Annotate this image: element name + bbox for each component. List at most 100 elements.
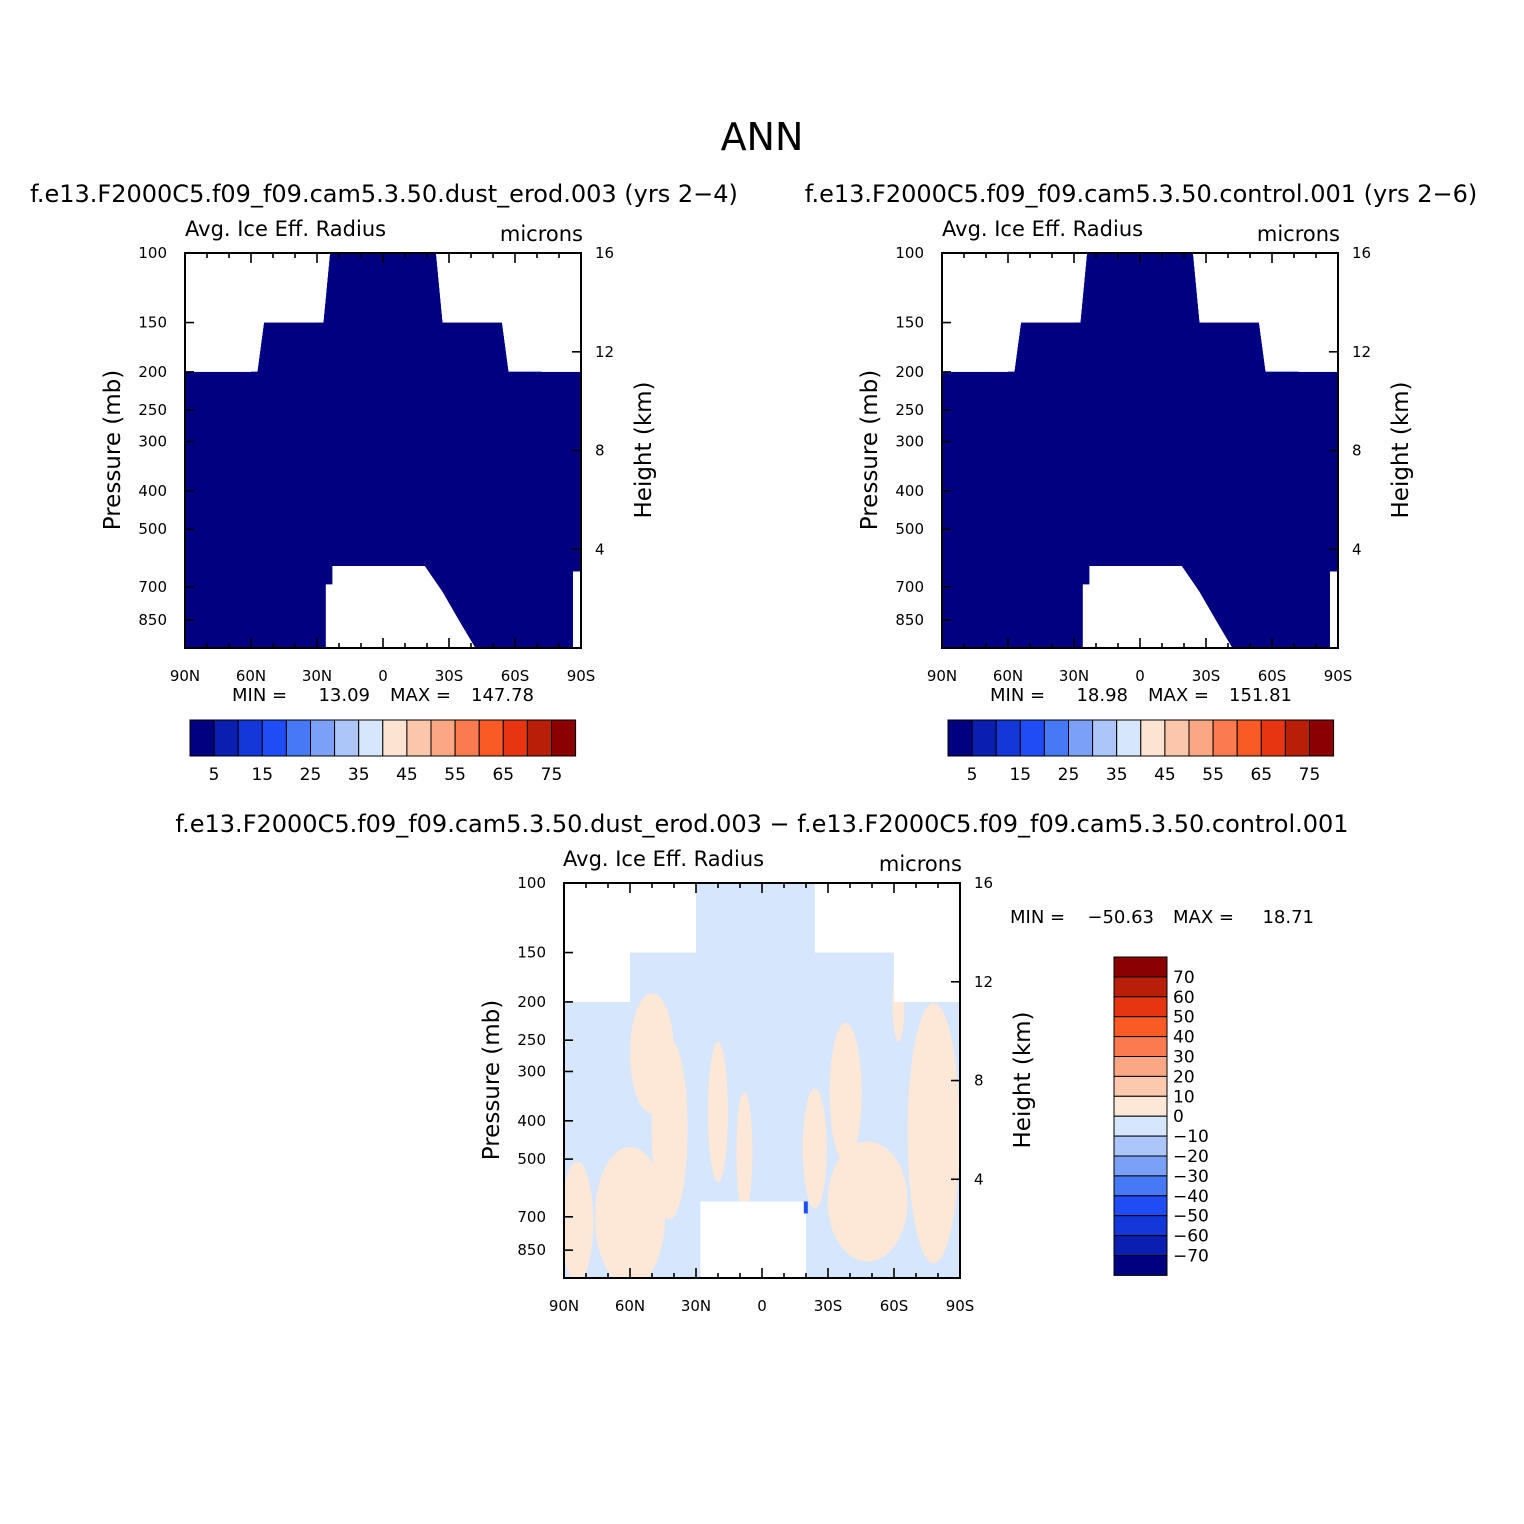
y-tick-label: 400 — [895, 482, 924, 500]
missing-data-mask — [325, 565, 476, 648]
colorbar-swatch — [1113, 1016, 1168, 1038]
y-axis-label: Pressure (mb) — [857, 370, 883, 530]
colorbar-swatch — [1113, 1235, 1168, 1256]
colorbar-swatch — [551, 719, 577, 757]
colorbar-swatch — [1113, 1215, 1168, 1237]
colorbar-swatch — [478, 719, 504, 757]
colorbar-swatch — [189, 719, 215, 757]
colorbar-swatch — [1113, 996, 1168, 1018]
y-tick-label: 400 — [138, 482, 167, 500]
colorbar-label: 45 — [1154, 765, 1176, 785]
x-tick-label: 90N — [927, 667, 957, 685]
colorbar-swatch — [947, 719, 973, 757]
missing-data-mask — [185, 253, 317, 323]
x-tick-label: 30N — [302, 667, 332, 685]
y-axis-label-right: Height (km) — [631, 381, 657, 518]
y-axis-label: Pressure (mb) — [100, 370, 126, 530]
y-right-tick-label: 4 — [595, 540, 605, 558]
colorbar-swatch — [1113, 1255, 1168, 1276]
colorbar-swatch — [526, 719, 553, 757]
colorbar-swatch — [1019, 719, 1045, 757]
colorbar-label: 55 — [444, 765, 466, 785]
colorbar-swatch — [358, 719, 384, 757]
colorbar-swatch — [971, 719, 997, 757]
y-right-tick-label: 4 — [1352, 540, 1362, 558]
panel-subtitle-right: microns — [1257, 222, 1340, 246]
colorbar-swatch — [1092, 719, 1118, 757]
positive-anomaly-region — [708, 1042, 728, 1183]
colorbar-label: 45 — [396, 765, 418, 785]
panel-bottom: f.e13.F2000C5.f09_f09.cam5.3.50.dust_ero… — [175, 810, 1348, 1315]
panel-subtitle-left: Avg. Ice Eff. Radius — [942, 217, 1143, 241]
colorbar-swatch — [1188, 719, 1214, 757]
colorbar-swatch — [502, 719, 528, 757]
y-right-tick-label: 12 — [1352, 343, 1371, 361]
colorbar-label: 70 — [1173, 968, 1195, 988]
y-tick-label: 400 — [517, 1112, 546, 1130]
colorbar-swatch — [406, 719, 432, 757]
colorbar-label: 60 — [1173, 988, 1195, 1008]
max-value: 147.78 — [471, 685, 534, 706]
colorbar-label: 25 — [300, 765, 322, 785]
colorbar-label: −20 — [1173, 1147, 1209, 1167]
missing-data-mask — [185, 322, 251, 372]
y-tick-label: 200 — [517, 993, 546, 1011]
x-tick-label: 90N — [170, 667, 200, 685]
field-layers — [564, 883, 960, 1278]
x-tick-label: 0 — [378, 667, 388, 685]
colorbar-label: 10 — [1173, 1087, 1195, 1107]
y-tick-label: 100 — [895, 244, 924, 262]
y-tick-label: 150 — [895, 314, 924, 332]
axis-ticks: 90N 60N 30N 0 30S 60S 90S 100 150 200 250 300 400 500… — [138, 244, 614, 685]
colorbar-label: 40 — [1173, 1028, 1195, 1048]
panel-subtitle-left: Avg. Ice Eff. Radius — [185, 217, 386, 241]
colorbar-label: 55 — [1202, 765, 1224, 785]
colorbar-label: 35 — [348, 765, 370, 785]
x-tick-label: 0 — [1135, 667, 1145, 685]
missing-data-mask — [564, 952, 630, 1002]
y-tick-label: 200 — [138, 363, 167, 381]
positive-anomaly-region — [564, 1161, 594, 1278]
colorbar-label: 35 — [1106, 765, 1128, 785]
plot-area — [942, 253, 1338, 648]
x-tick-label: 30N — [1059, 667, 1089, 685]
colorbar-label: 15 — [1009, 765, 1031, 785]
y-tick-label: 250 — [895, 401, 924, 419]
x-tick-label: 60S — [880, 1297, 909, 1315]
y-right-tick-label: 16 — [974, 874, 993, 892]
colorbar-swatch — [1068, 719, 1094, 757]
colorbar-label: 25 — [1058, 765, 1080, 785]
positive-anomaly-region — [736, 1092, 753, 1213]
y-axis-label: Pressure (mb) — [479, 1000, 505, 1160]
x-tick-label: 90S — [567, 667, 596, 685]
panel-top-right: f.e13.F2000C5.f09_f09.cam5.3.50.control.… — [805, 180, 1478, 785]
colorbar-swatch — [1113, 1075, 1168, 1097]
x-tick-label: 60S — [1258, 667, 1287, 685]
colorbar-label: 5 — [967, 765, 978, 785]
colorbar-label: 75 — [541, 765, 563, 785]
positive-anomaly-region — [907, 1003, 960, 1264]
y-right-tick-label: 8 — [1352, 442, 1362, 460]
missing-data-mask — [700, 1201, 806, 1278]
max-value: 18.71 — [1262, 907, 1314, 928]
missing-data-mask — [1201, 253, 1338, 323]
missing-data-mask — [541, 322, 581, 372]
colorbar-label: 0 — [1173, 1107, 1184, 1127]
colorbar-swatch — [1164, 719, 1190, 757]
colorbar-swatch — [1113, 1056, 1168, 1077]
y-tick-label: 300 — [895, 432, 924, 450]
max-label: MAX = — [390, 685, 451, 706]
colorbar-swatch — [1260, 719, 1286, 757]
field-layers — [185, 253, 581, 648]
min-value: 18.98 — [1076, 685, 1128, 706]
colorbar-swatch — [1113, 976, 1168, 998]
colorbar-label: 65 — [1250, 765, 1272, 785]
x-tick-label: 30S — [435, 667, 464, 685]
positive-anomaly-region — [827, 1141, 908, 1262]
colorbar-swatch — [1309, 719, 1335, 757]
x-tick-label: 60N — [615, 1297, 645, 1315]
colorbar-swatch — [1113, 1175, 1168, 1197]
missing-data-mask — [942, 322, 1008, 372]
colorbar-label: 15 — [251, 765, 273, 785]
